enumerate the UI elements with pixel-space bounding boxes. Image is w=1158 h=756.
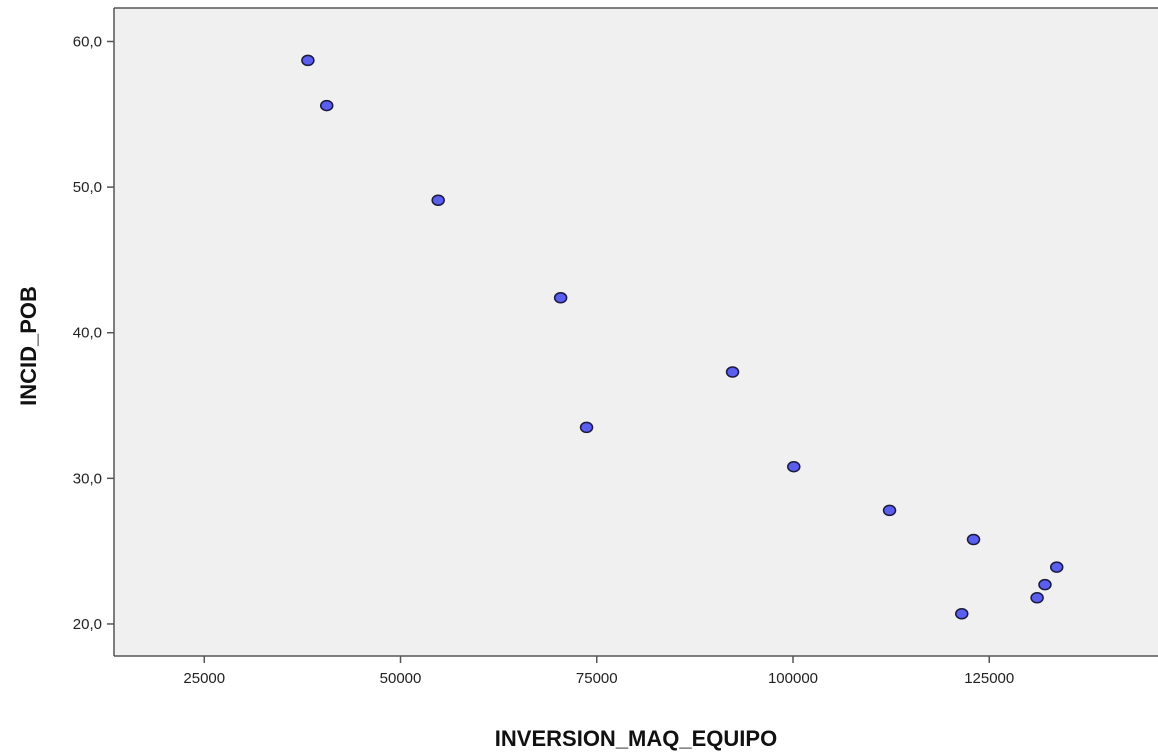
data-point — [955, 608, 969, 620]
x-tick-label: 125000 — [964, 670, 1014, 687]
data-point — [553, 292, 568, 304]
data-point — [882, 504, 897, 517]
x-ticks: 25000 50000 75000 100000 125000 — [183, 656, 1014, 687]
data-point — [1049, 561, 1064, 573]
y-tick-label: 30,0 — [73, 470, 102, 487]
data-points — [301, 54, 1064, 620]
y-tick-label: 40,0 — [73, 325, 102, 342]
plot-area — [114, 8, 1158, 656]
data-point — [787, 460, 801, 473]
x-tick-label: 50000 — [380, 670, 422, 687]
x-tick-label: 25000 — [183, 670, 225, 687]
data-point — [319, 99, 334, 112]
x-tick-label: 100000 — [768, 670, 818, 687]
y-axis-title: INCID_POB — [16, 286, 41, 406]
data-point — [1030, 592, 1044, 604]
data-point — [966, 533, 981, 546]
data-point — [431, 194, 445, 206]
data-point — [579, 421, 594, 434]
y-tick-label: 50,0 — [73, 179, 102, 196]
data-point — [301, 54, 315, 67]
y-ticks: 20,0 30,0 40,0 50,0 60,0 — [73, 33, 114, 633]
data-point — [1038, 578, 1052, 591]
x-axis-title: INVERSION_MAQ_EQUIPO — [495, 726, 777, 751]
y-tick-label: 20,0 — [73, 616, 102, 633]
y-tick-label: 60,0 — [73, 33, 102, 50]
data-point — [725, 366, 740, 378]
x-tick-label: 75000 — [576, 670, 618, 687]
